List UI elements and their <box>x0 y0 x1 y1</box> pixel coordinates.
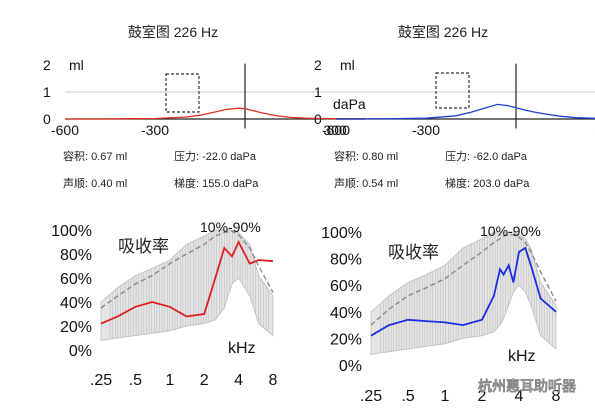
band-percentile-label: 10%-90% <box>480 223 541 239</box>
y-tick-label: 80% <box>60 247 92 264</box>
tympanogram-curve <box>65 107 366 120</box>
x-tick-label: 2 <box>478 388 487 405</box>
tympanogram-curve <box>335 103 595 120</box>
y-tick-label: 2 <box>314 57 322 73</box>
tymp-title: 鼓室图 226 Hz <box>128 24 218 40</box>
y-tick-label: 40% <box>60 295 92 312</box>
x-tick-label: .25 <box>360 388 382 405</box>
x-tick-label: 2 <box>200 372 209 389</box>
y-tick-label: 100% <box>321 225 362 242</box>
x-tick-label: -300 <box>412 122 440 138</box>
y-tick-label: 0 <box>43 111 51 127</box>
x-tick-label: 300 <box>323 122 347 138</box>
tymp-title: 鼓室图 226 Hz <box>398 24 488 40</box>
absorbance-label: 吸收率 <box>388 243 439 262</box>
x-unit-label: kHz <box>228 340 256 357</box>
x-tick-label: .5 <box>129 372 142 389</box>
y-unit-label: ml <box>340 57 355 73</box>
y-tick-label: 60% <box>60 271 92 288</box>
y-tick-label: 0% <box>69 343 92 360</box>
wechat-logo-icon <box>459 377 477 395</box>
stat-pressure: 压力: -62.0 daPa <box>445 150 528 163</box>
absorbance-curve <box>370 246 557 337</box>
x-unit-label: kHz <box>508 348 536 365</box>
x-tick-label: -300 <box>141 122 169 138</box>
x-tick-label: .5 <box>401 388 414 405</box>
y-tick-label: 1 <box>43 84 51 100</box>
y-tick-label: 2 <box>43 57 51 73</box>
x-tick-label: 8 <box>269 372 278 389</box>
absorbance-curve <box>100 239 274 325</box>
mean-dashed-curve <box>370 234 557 326</box>
watermark-text: 杭州惠耳助听器 <box>478 378 577 394</box>
x-tick-label: -600 <box>51 122 79 138</box>
absorbance-label: 吸收率 <box>118 237 169 256</box>
x-tick-label: 1 <box>165 372 174 389</box>
y-tick-label: 0% <box>339 358 362 375</box>
band-percentile-label: 10%-90% <box>200 219 261 235</box>
stat-volume: 容积: 0.67 ml <box>63 149 127 163</box>
stat-gradient: 梯度: 203.0 daPa <box>445 176 530 190</box>
y-tick-label: 40% <box>330 305 362 322</box>
y-tick-label: 100% <box>51 223 92 240</box>
x-tick-label: 8 <box>552 388 561 405</box>
x-unit-label: daPa <box>333 96 366 112</box>
normal-range-box <box>165 73 200 113</box>
y-tick-label: 1 <box>314 84 322 100</box>
stat-pressure: 压力: -22.0 daPa <box>174 150 257 163</box>
x-tick-label: 4 <box>515 388 524 405</box>
stat-compliance: 声顺: 0.40 ml <box>63 176 127 190</box>
x-tick-label: 1 <box>441 388 450 405</box>
stat-volume: 容积: 0.80 ml <box>334 149 398 163</box>
y-tick-label: 60% <box>330 278 362 295</box>
y-tick-label: 20% <box>60 319 92 336</box>
stat-gradient: 梯度: 155.0 daPa <box>174 176 259 190</box>
normal-range-box <box>435 72 470 109</box>
y-unit-label: ml <box>69 57 84 73</box>
y-tick-label: 80% <box>330 252 362 269</box>
x-tick-label: -600 <box>322 122 350 138</box>
stat-compliance: 声顺: 0.54 ml <box>334 176 398 190</box>
x-tick-label: .25 <box>90 372 112 389</box>
mean-dashed-curve <box>100 230 274 309</box>
x-tick-label: 4 <box>234 372 243 389</box>
y-tick-label: 0 <box>314 111 322 127</box>
y-tick-label: 20% <box>330 331 362 348</box>
